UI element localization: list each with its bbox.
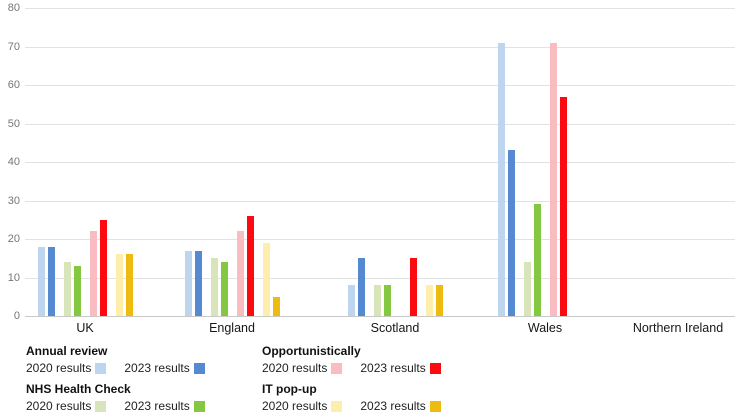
x-category-label: Northern Ireland — [632, 321, 724, 335]
legend-entry-label: 2020 results — [26, 361, 92, 375]
legend-color-swatch — [95, 362, 107, 374]
legend-color-swatch — [95, 400, 107, 412]
gridline — [25, 85, 735, 86]
legend-group-title: IT pop-up — [262, 382, 317, 396]
legend-entry: 2023 results — [124, 361, 205, 375]
legend-entry-label: 2020 results — [262, 361, 328, 375]
x-category-label: Wales — [527, 321, 563, 335]
x-category-label: Scotland — [370, 321, 420, 335]
y-tick-label: 80 — [7, 2, 20, 14]
legend-group-title: Annual review — [26, 344, 108, 358]
legend-entry-label: 2020 results — [262, 399, 328, 413]
legend-color-swatch — [331, 400, 343, 412]
y-tick-label: 60 — [7, 79, 20, 91]
y-tick-label: 40 — [7, 156, 20, 168]
legend-entries-row: 2020 results 2023 results — [26, 361, 205, 375]
legend-color-swatch — [193, 400, 205, 412]
legend-group: NHS Health Check 2020 results 2023 results — [26, 382, 205, 413]
legend-entry-label: 2023 results — [360, 361, 426, 375]
x-category-label: England — [209, 321, 255, 335]
x-axis-line — [25, 316, 735, 317]
legend-color-swatch — [429, 362, 441, 374]
gridline — [25, 239, 735, 240]
gridline — [25, 277, 735, 279]
x-category-label: UK — [76, 321, 94, 335]
legend-entry: 2023 results — [360, 399, 441, 413]
legend-entry: 2023 results — [360, 361, 441, 375]
legend-entries-row: 2020 results 2023 results — [26, 399, 205, 413]
y-tick-label: 70 — [7, 40, 20, 53]
legend-entries-row: 2020 results 2023 results — [262, 399, 441, 413]
legend-group-title: NHS Health Check — [26, 382, 131, 396]
legend-entry: 2023 results — [124, 399, 205, 413]
y-tick-label: 50 — [7, 117, 20, 130]
legend-group-title: Opportunistically — [262, 344, 361, 358]
legend-column-right: Opportunistically 2020 results 2023 result… — [262, 344, 441, 417]
gridline — [25, 8, 735, 9]
legend-group: Opportunistically 2020 results 2023 result… — [262, 344, 441, 375]
legend-column-left: Annual review 2020 results 2023 results NHS… — [26, 344, 205, 417]
legend-entry-label: 2023 results — [124, 361, 190, 375]
y-tick-label: 0 — [13, 310, 20, 322]
y-tick-label: 20 — [7, 233, 20, 245]
legend-group: IT pop-up 2020 results 2023 results — [262, 382, 441, 413]
y-tick-label: 30 — [7, 194, 20, 207]
legend-entry-label: 2020 results — [26, 399, 92, 413]
legend-entry: 2020 results — [26, 399, 107, 413]
legend-entries-row: 2020 results 2023 results — [262, 361, 441, 375]
legend-entry: 2020 results — [262, 361, 343, 375]
legend-color-swatch — [331, 362, 343, 374]
legend-entry-label: 2023 results — [124, 399, 190, 413]
legend-color-swatch — [429, 400, 441, 412]
gridline — [25, 200, 735, 202]
legend-group: Annual review 2020 results 2023 results — [26, 344, 205, 375]
gridline — [25, 123, 735, 125]
legend-entry-label: 2023 results — [360, 399, 426, 413]
legend-color-swatch — [193, 362, 205, 374]
gridline — [25, 46, 735, 48]
gridline — [25, 162, 735, 163]
y-tick-label: 10 — [7, 271, 20, 284]
legend-entry: 2020 results — [26, 361, 107, 375]
legend-entry: 2020 results — [262, 399, 343, 413]
plot-area: 0 10 20 30 40 50 60 70 80 — [7, 2, 735, 322]
